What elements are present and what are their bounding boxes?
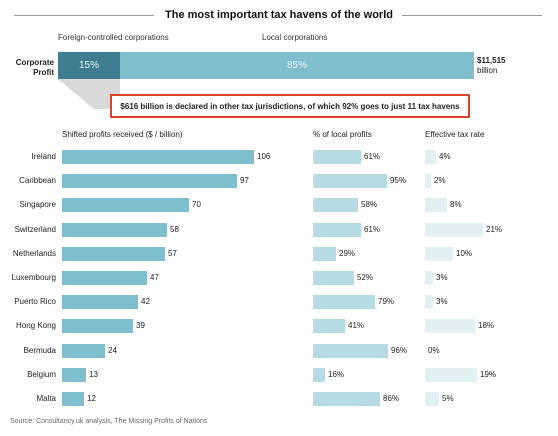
country-label-singapore: Singapore xyxy=(19,200,56,210)
value-label-effective-tax-rate-singapore: 8% xyxy=(450,200,462,210)
value-label-shifted-profits-received-billion--belgium: 13 xyxy=(89,369,98,379)
country-label-hong-kong: Hong Kong xyxy=(15,321,56,331)
source-note: Source: Consultancy.uk analysis, The Mis… xyxy=(10,418,208,425)
bar-shifted-profits-received-billion--malta xyxy=(62,392,84,406)
value-label-effective-tax-rate-belgium: 19% xyxy=(480,369,497,379)
value-label--of-local-profits-ireland: 61% xyxy=(364,152,381,161)
bar-shifted-profits-received-billion--luxembourg xyxy=(62,271,147,285)
value-label-shifted-profits-received-billion--singapore: 70 xyxy=(192,200,201,210)
corporate-profit-bar: 15% 85% xyxy=(58,52,474,79)
value-label--of-local-profits-netherlands: 29% xyxy=(339,248,356,258)
col-head-local: % of local profits xyxy=(313,130,372,139)
bar-shifted-profits-received-billion--caribbean xyxy=(62,174,237,189)
value-label-shifted-profits-received-billion--caribbean: 97 xyxy=(240,176,249,186)
local-corporations-label: Local corporations xyxy=(262,33,328,42)
country-label-belgium: Belgium xyxy=(27,369,56,379)
value-label-effective-tax-rate-ireland: 4% xyxy=(439,152,451,161)
bar--of-local-profits-singapore xyxy=(313,198,358,213)
bar-shifted-profits-received-billion--netherlands xyxy=(62,246,165,261)
bar--of-local-profits-hong-kong xyxy=(313,319,345,334)
corporate-profit-label: Corporate Profit xyxy=(15,58,54,77)
bar-effective-tax-rate-netherlands xyxy=(425,246,453,261)
bar-effective-tax-rate-belgium xyxy=(425,367,477,382)
bar--of-local-profits-bermuda xyxy=(313,343,388,358)
country-label-bermuda: Bermuda xyxy=(23,345,56,355)
value-label-shifted-profits-received-billion--netherlands: 57 xyxy=(168,248,177,258)
country-label-netherlands: Netherlands xyxy=(12,248,56,258)
bar-effective-tax-rate-caribbean xyxy=(425,174,431,189)
value-label--of-local-profits-luxembourg: 52% xyxy=(357,273,374,282)
bar--of-local-profits-netherlands xyxy=(313,246,336,261)
funnel-shape xyxy=(58,79,120,109)
bar-effective-tax-rate-luxembourg xyxy=(425,271,433,285)
value-label-shifted-profits-received-billion--ireland: 106 xyxy=(257,152,271,161)
bar-shifted-profits-received-billion--bermuda xyxy=(62,343,105,358)
value-label-shifted-profits-received-billion--switzerland: 58 xyxy=(170,224,179,234)
bar-shifted-profits-received-billion--puerto-rico xyxy=(62,295,138,310)
value-label--of-local-profits-bermuda: 96% xyxy=(391,345,408,355)
chart-title: The most important tax havens of the wor… xyxy=(165,9,393,21)
bar--of-local-profits-malta xyxy=(313,392,380,406)
value-label-shifted-profits-received-billion--bermuda: 24 xyxy=(108,345,117,355)
bar-effective-tax-rate-puerto-rico xyxy=(425,295,433,310)
value-label-effective-tax-rate-hong-kong: 18% xyxy=(478,321,495,331)
value-label-effective-tax-rate-caribbean: 2% xyxy=(434,176,446,186)
value-label-shifted-profits-received-billion--luxembourg: 47 xyxy=(150,273,159,282)
bar-shifted-profits-received-billion--hong-kong xyxy=(62,319,133,334)
country-label-puerto-rico: Puerto Rico xyxy=(14,297,56,307)
country-label-luxembourg: Luxembourg xyxy=(11,273,56,282)
col-head-shifted: Shifted profits received ($ / billion) xyxy=(62,130,183,139)
foreign-share-segment: 15% xyxy=(58,52,120,79)
callout-box: $616 billion is declared in other tax ju… xyxy=(110,94,470,118)
foreign-corporations-label: Foreign-controlled corporations xyxy=(58,33,169,42)
title-rule-right xyxy=(402,15,542,16)
col-head-tax: Effective tax rate xyxy=(425,130,485,139)
country-label-malta: Malta xyxy=(36,394,56,403)
bar-effective-tax-rate-singapore xyxy=(425,198,447,213)
total-unit: billion xyxy=(477,66,498,75)
bar-effective-tax-rate-switzerland xyxy=(425,222,483,237)
bar--of-local-profits-puerto-rico xyxy=(313,295,375,310)
value-label--of-local-profits-puerto-rico: 79% xyxy=(378,297,395,307)
title-rule-left xyxy=(14,15,154,16)
value-label--of-local-profits-belgium: 16% xyxy=(328,369,345,379)
bar-effective-tax-rate-hong-kong xyxy=(425,319,475,334)
bar-shifted-profits-received-billion--singapore xyxy=(62,198,189,213)
value-label--of-local-profits-malta: 86% xyxy=(383,394,400,403)
bar-shifted-profits-received-billion--belgium xyxy=(62,367,86,382)
bar--of-local-profits-caribbean xyxy=(313,174,387,189)
value-label-effective-tax-rate-switzerland: 21% xyxy=(486,224,503,234)
bar-shifted-profits-received-billion--ireland xyxy=(62,150,254,164)
value-label--of-local-profits-singapore: 58% xyxy=(361,200,378,210)
local-share-segment: 85% xyxy=(120,52,474,79)
value-label-shifted-profits-received-billion--hong-kong: 39 xyxy=(136,321,145,331)
value-label--of-local-profits-hong-kong: 41% xyxy=(348,321,365,331)
value-label--of-local-profits-caribbean: 95% xyxy=(390,176,407,186)
value-label-effective-tax-rate-bermuda: 0% xyxy=(428,345,440,355)
value-label-effective-tax-rate-puerto-rico: 3% xyxy=(436,297,448,307)
value-label--of-local-profits-switzerland: 61% xyxy=(364,224,381,234)
bar-effective-tax-rate-ireland xyxy=(425,150,436,164)
value-label-shifted-profits-received-billion--malta: 12 xyxy=(87,394,96,403)
bar-effective-tax-rate-malta xyxy=(425,392,439,406)
total-value: $11,515 xyxy=(477,56,506,65)
country-label-caribbean: Caribbean xyxy=(19,176,56,186)
bar--of-local-profits-switzerland xyxy=(313,222,361,237)
bar--of-local-profits-ireland xyxy=(313,150,361,164)
country-label-switzerland: Switzerland xyxy=(14,224,56,234)
value-label-effective-tax-rate-netherlands: 10% xyxy=(456,248,473,258)
bar--of-local-profits-luxembourg xyxy=(313,271,354,285)
corporate-profit-total: $11,515 billion xyxy=(477,56,505,76)
bar-shifted-profits-received-billion--switzerland xyxy=(62,222,167,237)
value-label-effective-tax-rate-malta: 5% xyxy=(442,394,454,403)
country-label-ireland: Ireland xyxy=(31,152,56,161)
bar--of-local-profits-belgium xyxy=(313,367,325,382)
value-label-effective-tax-rate-luxembourg: 3% xyxy=(436,273,448,282)
value-label-shifted-profits-received-billion--puerto-rico: 42 xyxy=(141,297,150,307)
